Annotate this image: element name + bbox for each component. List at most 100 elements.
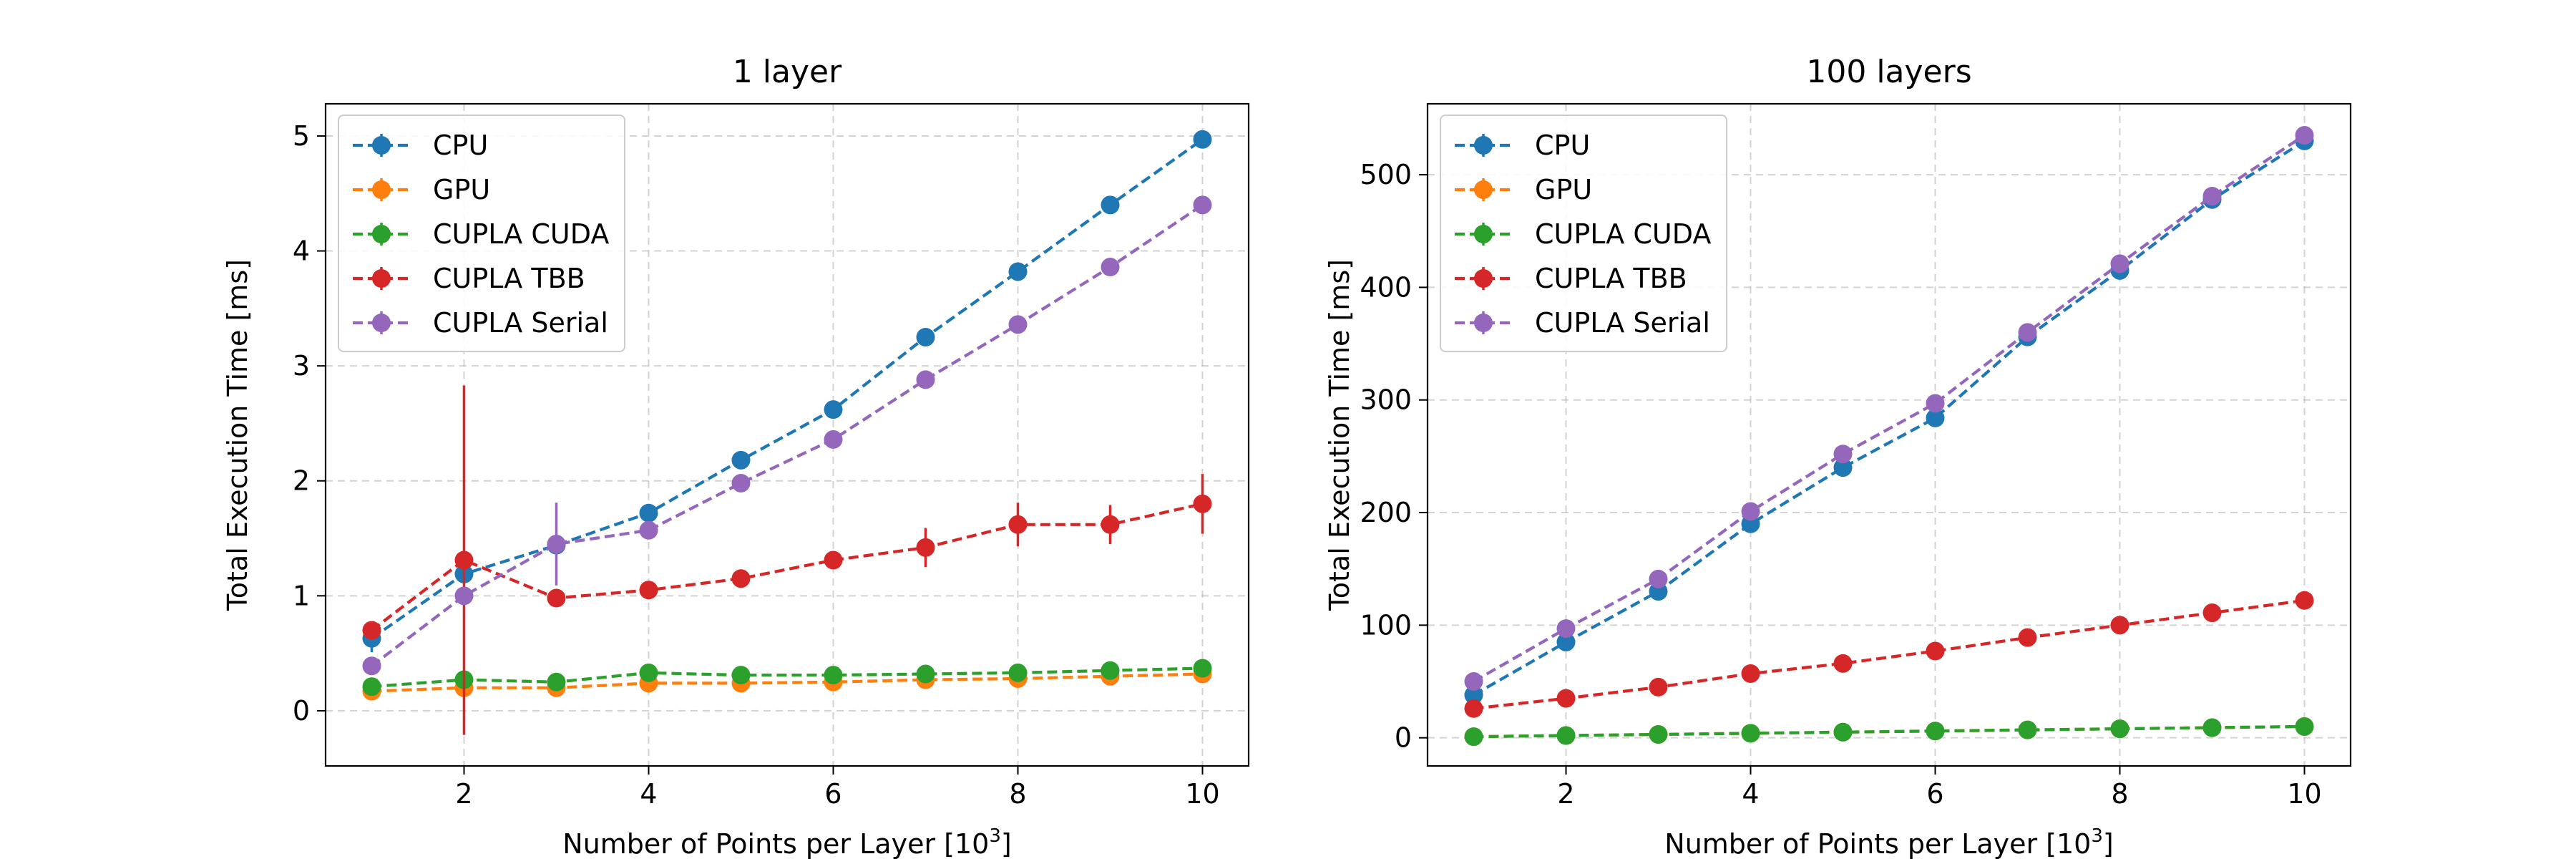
data-point	[1101, 515, 1120, 534]
legend-item-cpu: CPU	[1455, 130, 1590, 161]
legend-item-cupla-tbb: CUPLA TBB	[353, 263, 585, 294]
legend: CPU GPU CUPLA CUDA CUPLA TBB CUPLA Serial	[1440, 115, 1727, 352]
x-tick-label: 6	[824, 778, 841, 810]
data-point	[1556, 689, 1576, 708]
data-point	[2202, 603, 2222, 623]
data-point	[362, 621, 381, 640]
legend-marker	[372, 225, 391, 243]
data-point	[2110, 616, 2129, 635]
x-tick-label: 10	[2287, 778, 2321, 810]
legend-item-cupla-serial: CUPLA Serial	[353, 307, 608, 339]
data-point	[731, 450, 751, 470]
legend-item-cupla-serial: CUPLA Serial	[1455, 307, 1710, 339]
series-line	[1473, 134, 2306, 683]
legend-marker	[1474, 314, 1493, 332]
legend: CPU GPU CUPLA CUDA CUPLA TBB CUPLA Serial	[338, 115, 625, 352]
data-point	[1556, 726, 1576, 745]
data-point	[916, 538, 935, 557]
legend-label: CUPLA Serial	[1535, 307, 1710, 339]
legend-marker	[372, 180, 391, 199]
series-group	[362, 130, 1212, 735]
data-point	[1193, 494, 1212, 513]
data-point	[1008, 515, 1028, 534]
y-tick-label: 500	[1360, 159, 1412, 190]
y-ticks: 0 1 2 3 4 5	[293, 120, 326, 727]
data-point	[2202, 718, 2222, 737]
y-tick-label: 0	[293, 695, 310, 727]
data-point	[639, 581, 658, 600]
legend-item-cupla-cuda: CUPLA CUDA	[353, 218, 609, 250]
y-tick-label: 400	[1360, 271, 1412, 303]
legend-item-gpu: GPU	[1455, 174, 1592, 205]
x-tick-label: 4	[640, 778, 657, 810]
chart-title: 1 layer	[733, 54, 842, 90]
x-tick-label: 2	[455, 778, 472, 810]
legend-label: CUPLA TBB	[433, 263, 585, 294]
data-point	[1008, 262, 1028, 281]
data-point	[731, 569, 751, 588]
y-axis-label: Total Execution Time [ms]	[1324, 259, 1355, 611]
legend-marker	[1474, 269, 1493, 288]
data-point	[1649, 677, 1668, 697]
data-point	[362, 677, 381, 697]
x-tick-label: 10	[1185, 778, 1219, 810]
legend-label: CUPLA TBB	[1535, 263, 1687, 294]
legend-label: CUPLA CUDA	[433, 218, 609, 250]
legend-label: CUPLA Serial	[433, 307, 608, 339]
chart-100-layers: 2 4 6 8 10 0 100 200 300 400 500 100 layers Numbe…	[1324, 54, 2352, 859]
data-point	[1926, 722, 1945, 741]
data-point	[2202, 186, 2222, 205]
data-point	[2018, 323, 2037, 342]
data-point	[2018, 720, 2037, 739]
data-point	[1926, 641, 1945, 661]
data-point	[1101, 661, 1120, 680]
data-point	[1101, 258, 1120, 277]
data-point	[1926, 394, 1945, 413]
series-cupla-serial	[362, 195, 1212, 676]
data-point	[2295, 126, 2314, 145]
data-point	[916, 370, 935, 389]
legend-marker	[372, 314, 391, 332]
y-ticks: 0 100 200 300 400 500	[1360, 159, 1428, 754]
x-ticks: 2 4 6 8 10	[455, 766, 1220, 810]
chart-1-layer: 2 4 6 8 10 0 1 2 3 4 5 1 layer Number of Points p…	[222, 54, 1250, 859]
legend-item-gpu: GPU	[353, 174, 490, 205]
data-point	[1649, 569, 1668, 588]
data-point	[639, 520, 658, 540]
y-tick-label: 4	[293, 236, 310, 267]
data-point	[1464, 699, 1483, 718]
series-cupla-serial	[1464, 126, 2314, 691]
data-point	[1833, 445, 1853, 464]
series-line	[1473, 598, 2305, 710]
data-point	[916, 664, 935, 684]
series-line	[371, 502, 1203, 632]
legend-box	[338, 115, 625, 352]
series-line	[371, 666, 1203, 689]
data-point	[824, 666, 843, 685]
data-point	[1008, 315, 1028, 334]
legend-marker	[372, 136, 391, 155]
data-point	[1193, 195, 1212, 215]
data-point	[1101, 195, 1120, 215]
chart-title: 100 layers	[1806, 54, 1971, 90]
data-point	[639, 503, 658, 523]
series-cupla-cuda	[1464, 717, 2314, 747]
series-group	[1464, 126, 2314, 747]
data-point	[1741, 502, 1760, 521]
x-tick-label: 8	[1009, 778, 1026, 810]
data-point	[731, 666, 751, 685]
data-point	[1008, 663, 1028, 682]
legend-marker	[1474, 136, 1493, 155]
data-point	[1464, 672, 1483, 691]
data-point	[1193, 130, 1212, 149]
data-point	[1193, 659, 1212, 678]
legend-box	[1440, 115, 1727, 352]
series-cupla-tbb	[362, 385, 1212, 735]
series-line	[371, 138, 1204, 640]
data-point	[2110, 254, 2129, 273]
data-point	[2018, 628, 2037, 647]
data-point	[2295, 591, 2314, 610]
x-ticks: 2 4 6 8 10	[1557, 766, 2322, 810]
x-tick-label: 2	[1557, 778, 1574, 810]
